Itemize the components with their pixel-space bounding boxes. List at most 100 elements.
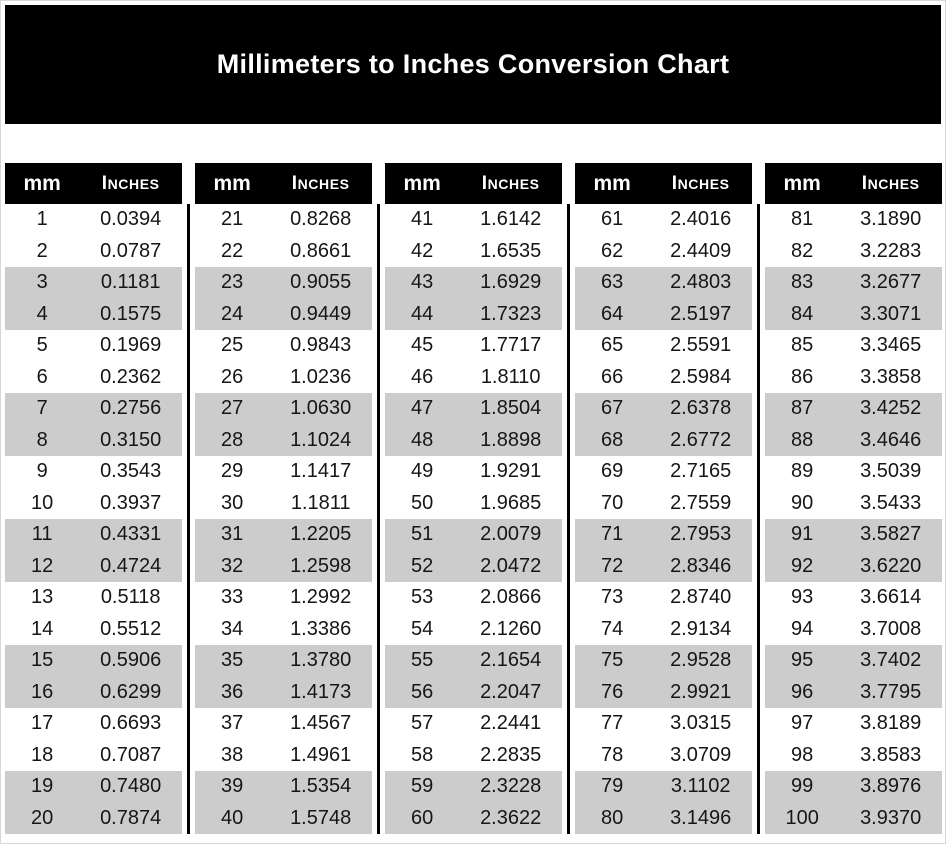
inches-value: 1.2598: [290, 554, 352, 577]
mm-value: 58: [411, 743, 434, 766]
inches-value: 0.5118: [100, 586, 161, 609]
table-row: 44 1.7323: [385, 298, 562, 330]
column-divider: [377, 204, 380, 834]
inches-value: 3.8976: [860, 775, 922, 798]
mm-value: 35: [221, 649, 244, 672]
table-row: 79 3.1102: [575, 771, 752, 803]
column-header: mm INCHES: [385, 163, 562, 204]
table-row: 75 2.9528: [575, 645, 752, 677]
mm-value: 95: [791, 649, 814, 672]
inches-value: 0.1181: [100, 271, 161, 294]
inches-value: 0.9449: [290, 302, 352, 325]
mm-value: 62: [601, 239, 624, 262]
inches-value: 2.3228: [480, 775, 542, 798]
inches-value: 3.4646: [860, 428, 922, 451]
inches-value: 1.0630: [290, 397, 352, 420]
mm-column-header: mm: [593, 171, 631, 195]
inches-value: 0.7874: [100, 806, 162, 829]
mm-value: 28: [221, 428, 244, 451]
inches-value: 1.6929: [480, 271, 542, 294]
table-row: 17 0.6693: [5, 708, 182, 740]
table-row: 82 3.2283: [765, 236, 942, 268]
table-row: 83 3.2677: [765, 267, 942, 299]
table-row: 13 0.5118: [5, 582, 182, 614]
inches-value: 2.8740: [670, 586, 732, 609]
mm-value: 52: [411, 554, 434, 577]
inches-value: 3.3858: [860, 365, 922, 388]
table-row: 80 3.1496: [575, 802, 752, 834]
table-row: 57 2.2441: [385, 708, 562, 740]
inches-header-initial: I: [291, 172, 298, 194]
table-row: 99 3.8976: [765, 771, 942, 803]
inches-header-rest: NCHES: [677, 175, 730, 192]
table-row: 85 3.3465: [765, 330, 942, 362]
mm-column-header: mm: [23, 171, 61, 195]
inches-header-initial: I: [671, 172, 678, 194]
column-divider: [567, 204, 570, 834]
inches-value: 3.2677: [860, 271, 922, 294]
mm-value: 55: [411, 649, 434, 672]
table-row: 26 1.0236: [195, 362, 372, 394]
inches-header-initial: I: [861, 172, 868, 194]
table-row: 91 3.5827: [765, 519, 942, 551]
table-row: 81 3.1890: [765, 204, 942, 236]
inches-value: 1.1417: [290, 460, 352, 483]
table-row: 78 3.0709: [575, 740, 752, 772]
mm-value: 79: [601, 775, 624, 798]
mm-value: 96: [791, 680, 814, 703]
inches-value: 0.3543: [100, 460, 162, 483]
table-row: 76 2.9921: [575, 676, 752, 708]
mm-value: 63: [601, 271, 624, 294]
table-row: 21 0.8268: [195, 204, 372, 236]
table-row: 18 0.7087: [5, 740, 182, 772]
mm-value: 65: [601, 334, 624, 357]
table-row: 62 2.4409: [575, 236, 752, 268]
inches-column-header: INCHES: [269, 173, 372, 195]
mm-value: 83: [791, 271, 814, 294]
table-row: 52 2.0472: [385, 550, 562, 582]
table-row: 9 0.3543: [5, 456, 182, 488]
table-row: 66 2.5984: [575, 362, 752, 394]
inches-value: 0.6693: [100, 712, 162, 735]
mm-value: 17: [31, 712, 54, 735]
table-row: 74 2.9134: [575, 614, 752, 646]
mm-value: 73: [601, 586, 624, 609]
mm-value: 75: [601, 649, 624, 672]
inches-value: 1.4567: [290, 712, 352, 735]
inches-value: 1.9291: [480, 460, 542, 483]
table-row: 68 2.6772: [575, 424, 752, 456]
mm-value: 90: [791, 491, 814, 514]
table-row: 51 2.0079: [385, 519, 562, 551]
inches-value: 3.4252: [860, 397, 922, 420]
table-row: 72 2.8346: [575, 550, 752, 582]
table-column: mm INCHES 41 1.6142 42 1.6535 43 1.6929 44 1.7323…: [385, 163, 562, 834]
chart-title: Millimeters to Inches Conversion Chart: [216, 49, 730, 79]
inches-value: 1.4961: [290, 743, 352, 766]
mm-value: 22: [221, 239, 244, 262]
mm-value: 70: [601, 491, 624, 514]
mm-value: 4: [36, 302, 48, 325]
inches-value: 2.9528: [670, 649, 732, 672]
table-row: 58 2.2835: [385, 740, 562, 772]
inches-value: 0.3937: [100, 491, 162, 514]
mm-value: 42: [411, 239, 434, 262]
table-row: 53 2.0866: [385, 582, 562, 614]
inches-value: 0.4724: [100, 554, 162, 577]
mm-value: 53: [411, 586, 434, 609]
mm-column-header: mm: [213, 171, 251, 195]
table-row: 34 1.3386: [195, 614, 372, 646]
table-row: 24 0.9449: [195, 298, 372, 330]
inches-value: 1.8110: [480, 365, 541, 388]
inches-value: 3.6220: [860, 554, 922, 577]
mm-value: 32: [221, 554, 244, 577]
column-header: mm INCHES: [765, 163, 942, 204]
inches-value: 3.1102: [670, 775, 731, 798]
mm-value: 29: [221, 460, 244, 483]
table-column: mm INCHES 61 2.4016 62 2.4409 63 2.4803 64 2.5197…: [575, 163, 752, 834]
inches-value: 1.3780: [290, 649, 352, 672]
mm-value: 51: [411, 523, 434, 546]
inches-value: 1.8898: [480, 428, 542, 451]
inches-value: 0.8661: [290, 239, 352, 262]
table-row: 95 3.7402: [765, 645, 942, 677]
inches-column-header: INCHES: [839, 173, 942, 195]
